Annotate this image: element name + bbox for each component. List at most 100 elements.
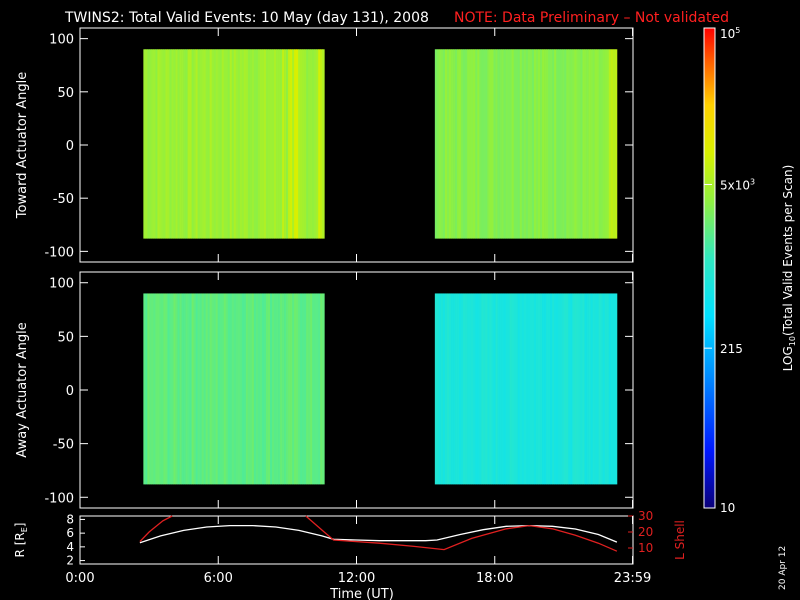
r-label-sub: E xyxy=(20,527,29,532)
y-tick-label: 0 xyxy=(66,384,74,399)
heatmap-column xyxy=(507,49,511,239)
heatmap-column xyxy=(159,293,162,485)
heatmap-column xyxy=(513,293,517,485)
heatmap-column xyxy=(243,49,247,239)
heatmap-column xyxy=(606,293,610,485)
heatmap-column xyxy=(533,49,537,239)
x-tick-label: 0:00 xyxy=(65,571,94,586)
away-y-axis: 100 50 0 -50 -100 xyxy=(44,277,633,506)
heatmap-column xyxy=(241,293,245,485)
heatmap-column xyxy=(219,293,223,485)
heatmap-column xyxy=(175,49,178,239)
heatmap-column xyxy=(151,293,154,485)
heatmap-column xyxy=(298,49,301,239)
heatmap-column xyxy=(509,293,513,485)
heatmap-column xyxy=(215,293,219,485)
heatmap-column xyxy=(300,49,303,239)
heatmap-column xyxy=(269,293,273,485)
heatmap-column xyxy=(237,293,241,485)
heatmap-column xyxy=(316,49,319,239)
heatmap-column xyxy=(167,49,170,239)
heatmap-column xyxy=(525,293,529,485)
heatmap-column xyxy=(449,49,452,239)
heatmap-column xyxy=(153,293,156,485)
heatmap-column xyxy=(444,293,448,485)
heatmap-column xyxy=(606,49,610,239)
heatmap-column xyxy=(467,49,470,239)
heatmap-column xyxy=(515,293,519,485)
heatmap-column xyxy=(189,293,192,485)
heatmap-column xyxy=(578,49,581,239)
heatmap-column xyxy=(572,49,575,239)
heatmap-column xyxy=(485,49,488,239)
heatmap-column xyxy=(161,49,164,239)
heatmap-column xyxy=(163,293,166,485)
heatmap-column xyxy=(179,49,182,239)
heatmap-column xyxy=(438,49,442,239)
heatmap-column xyxy=(255,49,259,239)
lshell-tick-label: 20 xyxy=(638,525,653,539)
heatmap-column xyxy=(590,293,593,485)
r-distance-line xyxy=(139,524,618,544)
heatmap-column xyxy=(436,49,440,239)
heatmap-column xyxy=(584,293,587,485)
heatmap-column xyxy=(594,49,598,239)
heatmap-column xyxy=(531,49,535,239)
panel-away: 100 50 0 -50 -100 Away Actuator Angle xyxy=(15,271,634,509)
r-label-end: ] xyxy=(13,523,27,528)
heatmap-column xyxy=(318,49,321,239)
heatmap-column xyxy=(304,293,307,485)
heatmap-column xyxy=(296,49,299,239)
colorbar-label: LOG10(Total Valid Events per Scan) xyxy=(781,165,797,372)
heatmap-column xyxy=(533,293,537,485)
heatmap-column xyxy=(322,49,325,239)
r-tick-label: 6 xyxy=(66,526,74,540)
heatmap-column xyxy=(505,49,509,239)
heatmap-column xyxy=(566,293,569,485)
heatmap-column xyxy=(612,49,616,239)
heatmap-column xyxy=(540,49,543,239)
heatmap-column xyxy=(288,49,291,239)
heatmap-column xyxy=(612,293,616,485)
heatmap-column xyxy=(169,49,172,239)
heatmap-column xyxy=(203,49,207,239)
heatmap-column xyxy=(499,49,502,239)
heatmap-column xyxy=(223,49,227,239)
toward-heatmap-blocks xyxy=(143,49,618,239)
heatmap-column xyxy=(483,49,486,239)
heatmap-column xyxy=(265,293,269,485)
x-tick-label: 23:59 xyxy=(614,571,651,586)
panel-toward: 100 50 0 -50 -100 Toward Actuator Angle xyxy=(15,27,634,263)
heatmap-column xyxy=(171,49,174,239)
heatmap-column xyxy=(261,293,265,485)
heatmap-column xyxy=(165,293,168,485)
heatmap-column xyxy=(614,49,618,239)
heatmap-column xyxy=(570,293,573,485)
heatmap-column xyxy=(592,293,596,485)
orbit-r-axis-label: R [RE] xyxy=(13,523,29,558)
heatmap-column xyxy=(568,49,571,239)
heatmap-column xyxy=(233,293,237,485)
heatmap-column xyxy=(251,293,255,485)
heatmap-column xyxy=(181,293,184,485)
heatmap-column xyxy=(280,293,283,485)
heatmap-column xyxy=(598,293,602,485)
heatmap-column xyxy=(495,49,498,239)
heatmap-column xyxy=(165,49,168,239)
heatmap-column xyxy=(608,293,612,485)
heatmap-column xyxy=(267,293,271,485)
heatmap-column xyxy=(451,49,454,239)
heatmap-column xyxy=(527,49,531,239)
heatmap-column xyxy=(239,293,243,485)
heatmap-column xyxy=(544,49,547,239)
heatmap-column xyxy=(503,293,507,485)
heatmap-column xyxy=(199,49,203,239)
heatmap-column xyxy=(463,49,466,239)
heatmap-column xyxy=(304,49,307,239)
heatmap-column xyxy=(562,293,565,485)
heatmap-column xyxy=(225,293,229,485)
heatmap-column xyxy=(525,49,529,239)
